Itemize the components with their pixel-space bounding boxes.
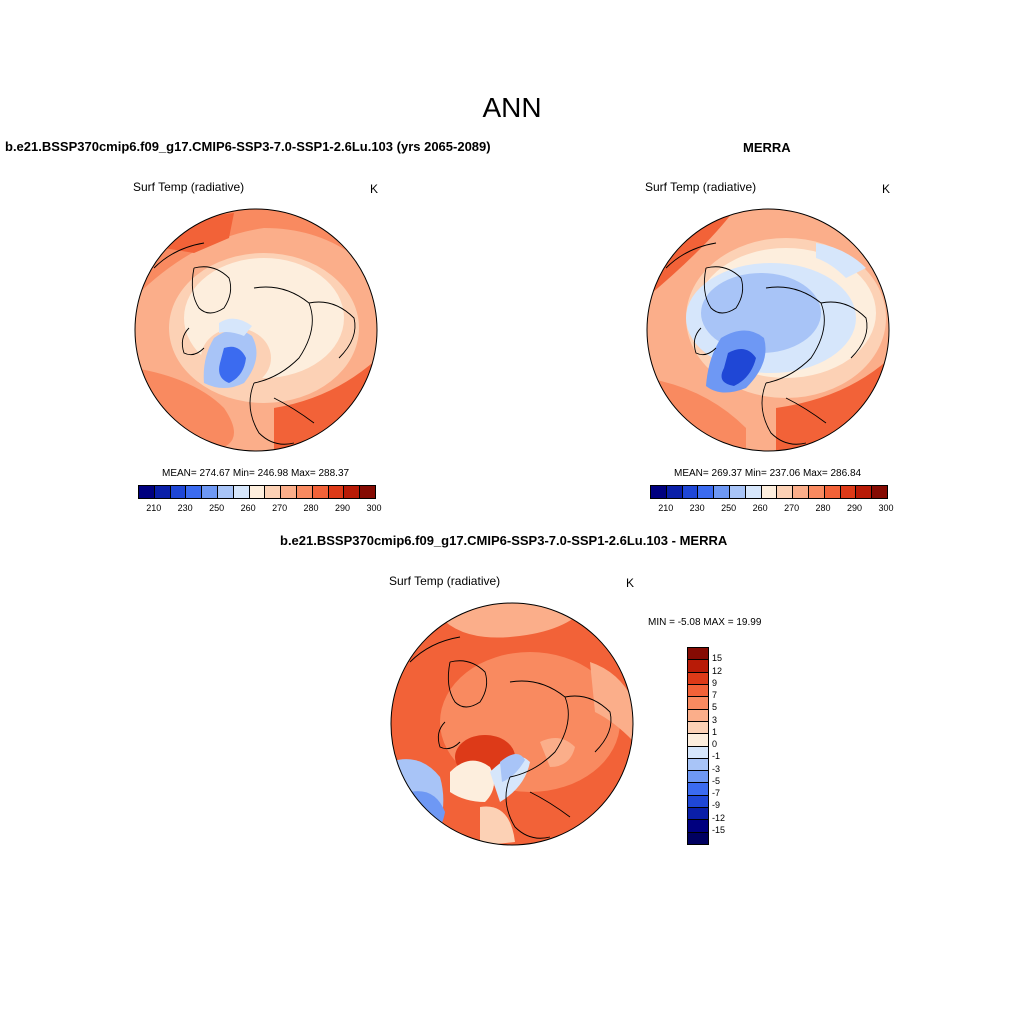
colorbar-swatch xyxy=(840,486,857,498)
colorbar-tick-label: 230 xyxy=(689,503,705,513)
polar-map-model xyxy=(134,208,378,452)
colorbar-tick-label: 260 xyxy=(240,503,256,513)
panel-title-merra: MERRA xyxy=(743,140,791,155)
colorbar-model xyxy=(138,485,376,499)
panel-title-diff: b.e21.BSSP370cmip6.f09_g17.CMIP6-SSP3-7.… xyxy=(280,533,728,548)
colorbar-swatch xyxy=(688,709,708,722)
colorbar-swatch xyxy=(714,486,730,498)
colorbar-swatch xyxy=(761,486,778,498)
colorbar-tick-label: 210 xyxy=(658,503,674,513)
colorbar-tick-label: 15 xyxy=(712,653,723,664)
colorbar-swatch xyxy=(872,486,887,498)
colorbar-tick-label: 280 xyxy=(303,503,319,513)
colorbar-tick-label: -3 xyxy=(712,763,721,774)
colorbar-swatch xyxy=(651,486,667,498)
colorbar-swatch xyxy=(777,486,794,498)
colorbar-tick-label: -1 xyxy=(712,751,721,762)
colorbar-tick-label: 210 xyxy=(146,503,162,513)
colorbar-tick-label: 3 xyxy=(712,714,718,725)
colorbar-swatch xyxy=(139,486,155,498)
colorbar-swatch xyxy=(688,734,708,747)
panel-title-model: b.e21.BSSP370cmip6.f09_g17.CMIP6-SSP3-7.… xyxy=(5,139,491,154)
colorbar-tick-label: 290 xyxy=(335,503,351,513)
colorbar-swatch xyxy=(856,486,873,498)
colorbar-swatch xyxy=(688,758,708,772)
colorbar-tick-label: 290 xyxy=(847,503,863,513)
colorbar-swatch xyxy=(233,486,250,498)
units-label-model: K xyxy=(370,182,379,196)
colorbar-swatch xyxy=(296,486,313,498)
colorbar-swatch xyxy=(688,721,708,735)
colorbar-swatch xyxy=(312,486,329,498)
variable-label-merra: Surf Temp (radiative) xyxy=(645,180,757,194)
colorbar-ticks-diff: 15 12 9 7 5 3 1 0 -1 -3 -5 -7 -9 -12 -15 xyxy=(712,647,752,843)
colorbar-swatch xyxy=(154,486,171,498)
colorbar-swatch xyxy=(824,486,841,498)
colorbar-tick-label: 300 xyxy=(366,503,382,513)
stats-diff: MIN = -5.08 MAX = 19.99 xyxy=(648,617,762,628)
colorbar-swatch xyxy=(186,486,203,498)
colorbar-swatch xyxy=(344,486,361,498)
colorbar-diff xyxy=(687,647,709,845)
colorbar-swatch xyxy=(688,672,708,685)
units-label-diff: K xyxy=(626,576,635,590)
colorbar-swatch xyxy=(666,486,683,498)
colorbar-swatch xyxy=(202,486,218,498)
colorbar-tick-label: 300 xyxy=(878,503,894,513)
colorbar-tick-label: -15 xyxy=(712,824,726,835)
colorbar-swatch xyxy=(682,486,699,498)
colorbar-tick-label: 12 xyxy=(712,665,723,676)
colorbar-swatch xyxy=(688,697,708,710)
colorbar-tick-label: 7 xyxy=(712,690,718,700)
polar-map-merra xyxy=(646,208,890,452)
colorbar-swatch xyxy=(360,486,375,498)
colorbar-swatch xyxy=(688,808,708,821)
colorbar-tick-label: -12 xyxy=(712,812,726,823)
colorbar-tick-label: 250 xyxy=(721,503,737,513)
colorbar-swatch xyxy=(793,486,809,498)
colorbar-swatch xyxy=(688,648,708,661)
colorbar-swatch xyxy=(745,486,762,498)
colorbar-swatch xyxy=(688,660,708,673)
colorbar-ticks-merra: 210 230 250 260 270 280 290 300 xyxy=(650,503,893,515)
colorbar-swatch xyxy=(170,486,187,498)
polar-map-diff xyxy=(390,602,634,846)
colorbar-tick-label: 270 xyxy=(272,503,288,513)
colorbar-tick-label: 250 xyxy=(209,503,225,513)
colorbar-swatch xyxy=(265,486,282,498)
colorbar-swatch xyxy=(217,486,234,498)
colorbar-tick-label: -9 xyxy=(712,800,721,811)
colorbar-tick-label: 280 xyxy=(815,503,831,513)
colorbar-swatch xyxy=(688,783,708,796)
colorbar-swatch xyxy=(688,820,708,833)
colorbar-swatch xyxy=(688,771,708,784)
variable-label-diff: Surf Temp (radiative) xyxy=(389,574,501,588)
colorbar-swatch xyxy=(808,486,825,498)
stats-model: MEAN= 274.67 Min= 246.98 Max= 288.37 xyxy=(162,468,350,479)
variable-label-model: Surf Temp (radiative) xyxy=(133,180,245,194)
colorbar-tick-label: 5 xyxy=(712,702,718,713)
colorbar-tick-label: 1 xyxy=(712,726,718,737)
stats-merra: MEAN= 269.37 Min= 237.06 Max= 286.84 xyxy=(674,468,862,479)
colorbar-tick-label: -5 xyxy=(712,775,721,786)
colorbar-swatch xyxy=(688,832,708,844)
colorbar-swatch xyxy=(698,486,715,498)
colorbar-tick-label: 260 xyxy=(752,503,768,513)
colorbar-merra xyxy=(650,485,888,499)
colorbar-tick-label: -7 xyxy=(712,788,721,798)
colorbar-ticks-model: 210 230 250 260 270 280 290 300 xyxy=(138,503,381,515)
units-label-merra: K xyxy=(882,182,891,196)
colorbar-swatch xyxy=(249,486,266,498)
colorbar-swatch xyxy=(688,746,708,759)
colorbar-swatch xyxy=(328,486,345,498)
colorbar-tick-label: 270 xyxy=(784,503,800,513)
colorbar-swatch xyxy=(688,795,708,809)
colorbar-tick-label: 9 xyxy=(712,677,718,688)
figure-title: ANN xyxy=(482,92,542,123)
colorbar-swatch xyxy=(729,486,746,498)
colorbar-swatch xyxy=(688,684,708,698)
colorbar-tick-label: 230 xyxy=(177,503,193,513)
colorbar-swatch xyxy=(281,486,297,498)
colorbar-tick-label: 0 xyxy=(712,739,718,749)
